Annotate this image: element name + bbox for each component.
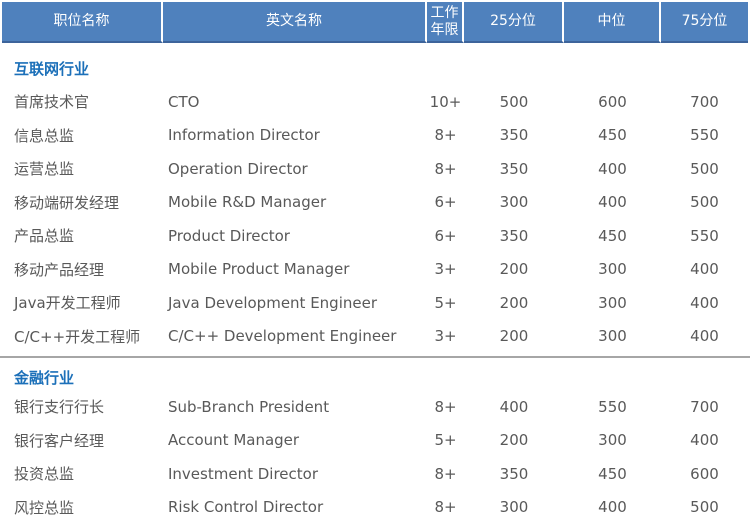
cell-median: 300 — [598, 327, 627, 346]
cell-position-name: Java开发工程师 — [14, 294, 121, 313]
cell-p75: 400 — [690, 327, 719, 346]
cell-p75: 400 — [690, 293, 719, 312]
table-row: 移动端研发经理 Mobile R&D Manager 6+ 300 400 50… — [0, 186, 750, 220]
section-divider — [0, 356, 750, 358]
cell-english-name: Information Director — [168, 126, 320, 145]
cell-work-years: 6+ — [434, 193, 457, 212]
cell-work-years: 8+ — [434, 159, 457, 178]
cell-p25: 200 — [499, 260, 529, 279]
table-row: 首席技术官 CTO 10+ 500 600 700 — [0, 85, 750, 119]
cell-p75: 500 — [690, 498, 719, 517]
cell-position-name: 运营总监 — [14, 160, 75, 179]
section-finance-industry: 金融行业 银行支行行长 Sub-Branch President 8+ 400 … — [0, 368, 750, 524]
cell-work-years: 3+ — [434, 327, 457, 346]
cell-median: 450 — [598, 464, 627, 483]
column-header-75th-percentile: 75分位 — [661, 2, 748, 43]
cell-median: 400 — [598, 159, 627, 178]
cell-work-years: 8+ — [434, 498, 457, 517]
cell-position-name: 银行客户经理 — [14, 431, 105, 450]
cell-position-name: 风控总监 — [14, 498, 75, 517]
section-title-finance: 金融行业 — [14, 369, 75, 387]
cell-work-years: 5+ — [434, 293, 457, 312]
table-row: 风控总监 Risk Control Director 8+ 300 400 50… — [0, 491, 750, 525]
cell-position-name: 移动端研发经理 — [14, 193, 120, 212]
cell-english-name: Product Director — [168, 226, 290, 245]
cell-english-name: Mobile Product Manager — [168, 260, 350, 279]
table-row: 银行支行行长 Sub-Branch President 8+ 400 550 7… — [0, 390, 750, 424]
cell-english-name: Investment Director — [168, 464, 318, 483]
cell-p25: 300 — [499, 193, 529, 212]
table-row: Java开发工程师 Java Development Engineer 5+ 2… — [0, 286, 750, 320]
cell-position-name: 投资总监 — [14, 465, 75, 484]
cell-english-name: C/C++ Development Engineer — [168, 327, 397, 346]
cell-p75: 550 — [690, 126, 719, 145]
column-header-25th-percentile: 25分位 — [464, 2, 564, 43]
column-header-position-name: 职位名称 — [2, 2, 163, 43]
table-row: 产品总监 Product Director 6+ 350 450 550 — [0, 219, 750, 253]
cell-p75: 700 — [690, 92, 719, 111]
cell-median: 400 — [598, 193, 627, 212]
cell-p25: 350 — [499, 464, 529, 483]
cell-median: 300 — [598, 260, 627, 279]
cell-position-name: 产品总监 — [14, 227, 75, 246]
cell-work-years: 8+ — [434, 397, 457, 416]
cell-position-name: C/C++开发工程师 — [14, 327, 141, 346]
cell-work-years: 10+ — [429, 92, 462, 111]
cell-english-name: Mobile R&D Manager — [168, 193, 327, 212]
cell-work-years: 6+ — [434, 226, 457, 245]
cell-p25: 200 — [499, 327, 529, 346]
cell-median: 450 — [598, 126, 627, 145]
cell-position-name: 首席技术官 — [14, 93, 90, 112]
cell-position-name: 信息总监 — [14, 126, 75, 145]
column-header-work-years: 工作年限 — [427, 2, 464, 43]
cell-p75: 600 — [690, 464, 719, 483]
table-row: 运营总监 Operation Director 8+ 350 400 500 — [0, 152, 750, 186]
cell-p25: 400 — [499, 397, 529, 416]
cell-median: 400 — [598, 498, 627, 517]
cell-p25: 350 — [499, 126, 529, 145]
cell-english-name: Account Manager — [168, 431, 300, 450]
cell-p25: 500 — [499, 92, 529, 111]
cell-english-name: CTO — [168, 92, 200, 111]
table-row: 移动产品经理 Mobile Product Manager 3+ 200 300… — [0, 253, 750, 287]
cell-median: 600 — [598, 92, 627, 111]
cell-work-years: 3+ — [434, 260, 457, 279]
cell-p75: 400 — [690, 431, 719, 450]
section-internet-industry: 互联网行业 首席技术官 CTO 10+ 500 600 700 信息总监 Inf… — [0, 59, 750, 353]
cell-english-name: Sub-Branch President — [168, 397, 330, 416]
cell-p75: 700 — [690, 397, 719, 416]
cell-position-name: 移动产品经理 — [14, 260, 105, 279]
table-header-row: 职位名称 英文名称 工作年限 25分位 中位 75分位 — [0, 0, 750, 43]
cell-median: 300 — [598, 431, 627, 450]
cell-p75: 500 — [690, 193, 719, 212]
cell-p25: 200 — [499, 293, 529, 312]
cell-english-name: Java Development Engineer — [168, 293, 378, 312]
cell-work-years: 8+ — [434, 126, 457, 145]
section-title-internet: 互联网行业 — [14, 60, 90, 78]
cell-p25: 350 — [499, 159, 529, 178]
column-header-median: 中位 — [564, 2, 661, 43]
cell-median: 300 — [598, 293, 627, 312]
table-row: C/C++开发工程师 C/C++ Development Engineer 3+… — [0, 320, 750, 354]
table-row: 投资总监 Investment Director 8+ 350 450 600 — [0, 457, 750, 491]
cell-median: 550 — [598, 397, 627, 416]
cell-p75: 550 — [690, 226, 719, 245]
cell-p25: 300 — [499, 498, 529, 517]
cell-position-name: 银行支行行长 — [14, 398, 105, 417]
cell-english-name: Risk Control Director — [168, 498, 324, 517]
cell-median: 450 — [598, 226, 627, 245]
cell-p75: 500 — [690, 159, 719, 178]
column-header-english-name: 英文名称 — [163, 2, 427, 43]
cell-p25: 350 — [499, 226, 529, 245]
cell-work-years: 5+ — [434, 431, 457, 450]
table-row: 信息总监 Information Director 8+ 350 450 550 — [0, 119, 750, 153]
cell-english-name: Operation Director — [168, 159, 308, 178]
cell-p25: 200 — [499, 431, 529, 450]
cell-p75: 400 — [690, 260, 719, 279]
table-row: 银行客户经理 Account Manager 5+ 200 300 400 — [0, 424, 750, 458]
cell-work-years: 8+ — [434, 464, 457, 483]
